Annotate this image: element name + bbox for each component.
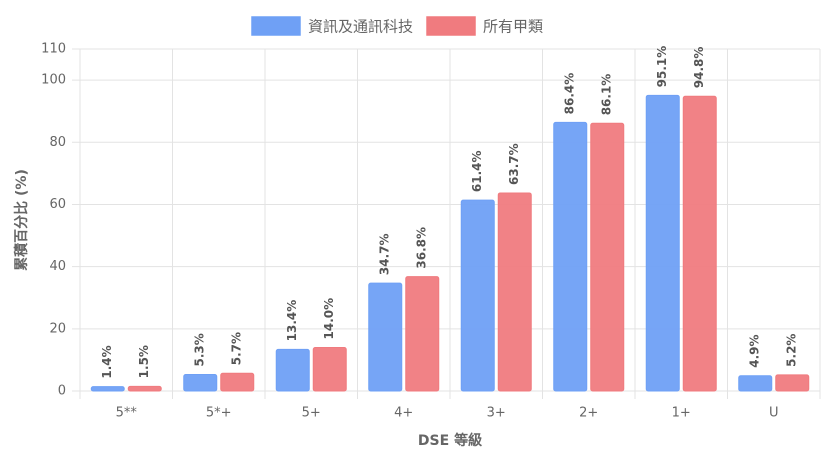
value-label: 5.7% [230, 332, 244, 365]
value-label: 36.8% [415, 227, 429, 269]
value-label: 61.4% [470, 150, 484, 192]
bar [738, 375, 773, 392]
bar [275, 348, 310, 392]
bar [775, 374, 810, 392]
legend-label: 資訊及通訊科技 [308, 18, 413, 36]
x-axis-title: DSE 等級 [418, 432, 482, 449]
y-tick-label: 100 [41, 73, 66, 88]
y-tick-label: 20 [49, 321, 66, 336]
x-tick-label: 1+ [672, 406, 691, 421]
bar [220, 372, 255, 392]
bar [183, 374, 218, 392]
value-label: 34.7% [378, 233, 392, 275]
value-label: 94.8% [692, 47, 706, 89]
value-label: 86.1% [600, 74, 614, 116]
y-tick-label: 80 [49, 135, 66, 150]
value-label: 5.3% [193, 333, 207, 366]
x-tick-label: 5+ [302, 406, 321, 421]
legend: 資訊及通訊科技 所有甲類 [251, 16, 543, 36]
bar [460, 199, 495, 392]
bar [312, 346, 347, 392]
x-tick-label: 5*+ [206, 406, 232, 421]
bar [553, 121, 588, 392]
x-tick-label: 5** [116, 406, 138, 421]
legend-swatch [251, 16, 301, 36]
y-tick-label: 60 [49, 197, 66, 212]
value-label: 1.4% [100, 345, 114, 378]
value-label: 4.9% [748, 334, 762, 367]
legend-swatch [426, 16, 476, 36]
x-tick-label: 3+ [487, 406, 506, 421]
bar [682, 95, 717, 392]
bar [90, 386, 125, 392]
y-tick-label: 0 [58, 384, 66, 399]
bar [590, 122, 625, 392]
bar [645, 94, 680, 392]
x-tick-label: 4+ [394, 406, 413, 421]
bar [405, 276, 440, 392]
value-label: 86.4% [563, 73, 577, 115]
value-label: 63.7% [507, 143, 521, 185]
x-tick-label: U [769, 406, 779, 421]
value-label: 14.0% [322, 298, 336, 340]
y-tick-label: 110 [41, 42, 66, 57]
value-label: 95.1% [655, 46, 669, 88]
x-tick-label: 2+ [579, 406, 598, 421]
y-tick-label: 40 [49, 259, 66, 274]
legend-label: 所有甲類 [483, 18, 543, 36]
value-label: 5.2% [785, 334, 799, 367]
bar [368, 282, 403, 392]
value-label: 13.4% [285, 300, 299, 342]
bar [127, 385, 162, 392]
bar [497, 192, 532, 392]
value-label: 1.5% [137, 345, 151, 378]
y-axis-title: 累積百分比 (%) [13, 169, 30, 271]
